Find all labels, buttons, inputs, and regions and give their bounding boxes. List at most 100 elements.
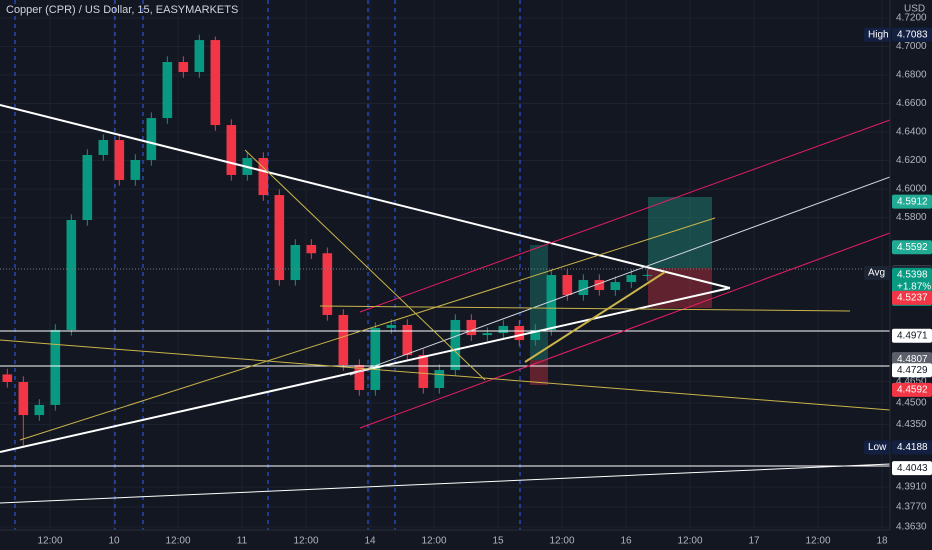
price-badge-tag-label: Low — [868, 442, 887, 453]
candle-body — [2, 374, 13, 382]
price-badge-tag-label: High — [868, 29, 889, 40]
candle-body — [562, 275, 573, 296]
price-badge-label: 4.4188 — [897, 442, 928, 453]
candles — [2, 34, 653, 448]
chart-title: Copper (CPR) / US Dollar, 15, EASYMARKET… — [6, 4, 238, 16]
candle-body — [210, 40, 221, 126]
candle-body — [226, 125, 237, 175]
y-tick-label: 4.3910 — [896, 482, 927, 493]
trend-line — [0, 463, 891, 504]
candle-body — [66, 220, 77, 330]
trend-line — [524, 271, 666, 363]
channel-line — [359, 232, 891, 429]
price-badge-label: 4.5592 — [897, 242, 928, 253]
price-badge — [892, 290, 932, 305]
price-badge-tag — [864, 440, 890, 455]
x-tick-label: 12:00 — [165, 536, 190, 547]
x-tick-label: 12:00 — [37, 536, 62, 547]
candle-body — [418, 355, 429, 388]
price-badge-label: 4.7083 — [897, 29, 928, 40]
y-tick-label: 4.6800 — [896, 70, 927, 81]
candle-body — [98, 140, 109, 155]
price-badge-label: 4.4043 — [897, 463, 928, 474]
candle-body — [370, 327, 381, 390]
price-badge-label: 4.4729 — [897, 365, 928, 376]
trend-line — [319, 305, 851, 312]
y-tick-label: 4.4350 — [896, 419, 927, 430]
candle-body — [482, 333, 493, 336]
drawings — [0, 104, 891, 504]
candle-body — [338, 314, 349, 366]
candle-body — [546, 275, 557, 330]
x-tick-label: 15 — [492, 536, 504, 547]
price-badge-tag — [864, 27, 890, 42]
trend-line — [19, 217, 716, 441]
y-tick-label: 4.6400 — [896, 127, 927, 138]
trend-line — [349, 176, 891, 376]
candle-body — [514, 325, 525, 341]
candle-body — [642, 274, 653, 276]
price-badge — [892, 328, 932, 343]
x-tick-label: 17 — [748, 536, 760, 547]
candle-body — [82, 154, 93, 221]
price-badge — [892, 461, 932, 476]
price-badge — [892, 382, 932, 397]
price-badge-extra: +1.87% — [897, 282, 931, 293]
y-tick-label: 4.6000 — [896, 184, 927, 195]
long-stop — [530, 360, 548, 385]
y-tick-label: 4.5800 — [896, 212, 927, 223]
price-badge-tag-label: Avg — [868, 268, 885, 279]
candle-body — [130, 159, 141, 180]
price-badge-label: 4.4592 — [897, 384, 928, 395]
price-badge-label: 4.5237 — [897, 293, 928, 304]
candle-body — [386, 324, 397, 328]
price-badge-label: 4.5912 — [897, 196, 928, 207]
candle-body — [194, 40, 205, 73]
y-tick-label: 4.7200 — [896, 13, 927, 24]
candle-body — [626, 275, 637, 283]
price-badge-label: 4.5398 — [897, 270, 928, 281]
candle-body — [34, 404, 45, 416]
candle-body — [178, 62, 189, 73]
x-tick-label: 12:00 — [677, 536, 702, 547]
y-tick-label: 4.3630 — [896, 522, 927, 533]
trend-line — [244, 149, 486, 381]
candle-body — [50, 329, 61, 405]
price-badge — [892, 440, 932, 455]
price-badge — [892, 27, 932, 42]
long-target — [530, 245, 548, 360]
candle-body — [466, 319, 477, 336]
x-tick-label: 12:00 — [805, 536, 830, 547]
y-tick-label: 4.3770 — [896, 502, 927, 513]
candle-body — [146, 118, 157, 160]
candle-body — [610, 282, 621, 291]
x-tick-label: 12:00 — [549, 536, 574, 547]
candle-body — [498, 325, 509, 334]
x-tick-label: 16 — [620, 536, 632, 547]
y-tick-label: 4.6600 — [896, 98, 927, 109]
session-lines — [14, 0, 521, 530]
x-tick-label: 18 — [876, 536, 888, 547]
y-tick-label: 4.6200 — [896, 155, 927, 166]
y-tick-label: 4.4650 — [896, 376, 927, 387]
x-tick-label: 14 — [364, 536, 376, 547]
candle-body — [114, 140, 125, 180]
axes: 4.7200 4.7000 4.6800 4.6600 4.6400 4.6200 4.60… — [37, 13, 927, 547]
price-badge-tag — [864, 266, 890, 281]
candle-body — [274, 195, 285, 281]
grid — [0, 0, 890, 530]
candle-body — [290, 244, 301, 281]
channel-line — [359, 119, 891, 313]
candle-body — [450, 319, 461, 371]
candle-body — [402, 324, 413, 356]
price-badge-label: 4.4971 — [897, 330, 928, 341]
candle-body — [434, 370, 445, 388]
price-badge — [892, 363, 932, 378]
x-tick-label: 10 — [108, 536, 120, 547]
trend-line — [0, 104, 731, 289]
x-tick-label: 12:00 — [293, 536, 318, 547]
price-badges: 4.7083High4.59124.55924.54154.5411Avg4.5… — [864, 27, 932, 476]
candle-body — [18, 381, 29, 416]
candle-body — [594, 280, 605, 291]
